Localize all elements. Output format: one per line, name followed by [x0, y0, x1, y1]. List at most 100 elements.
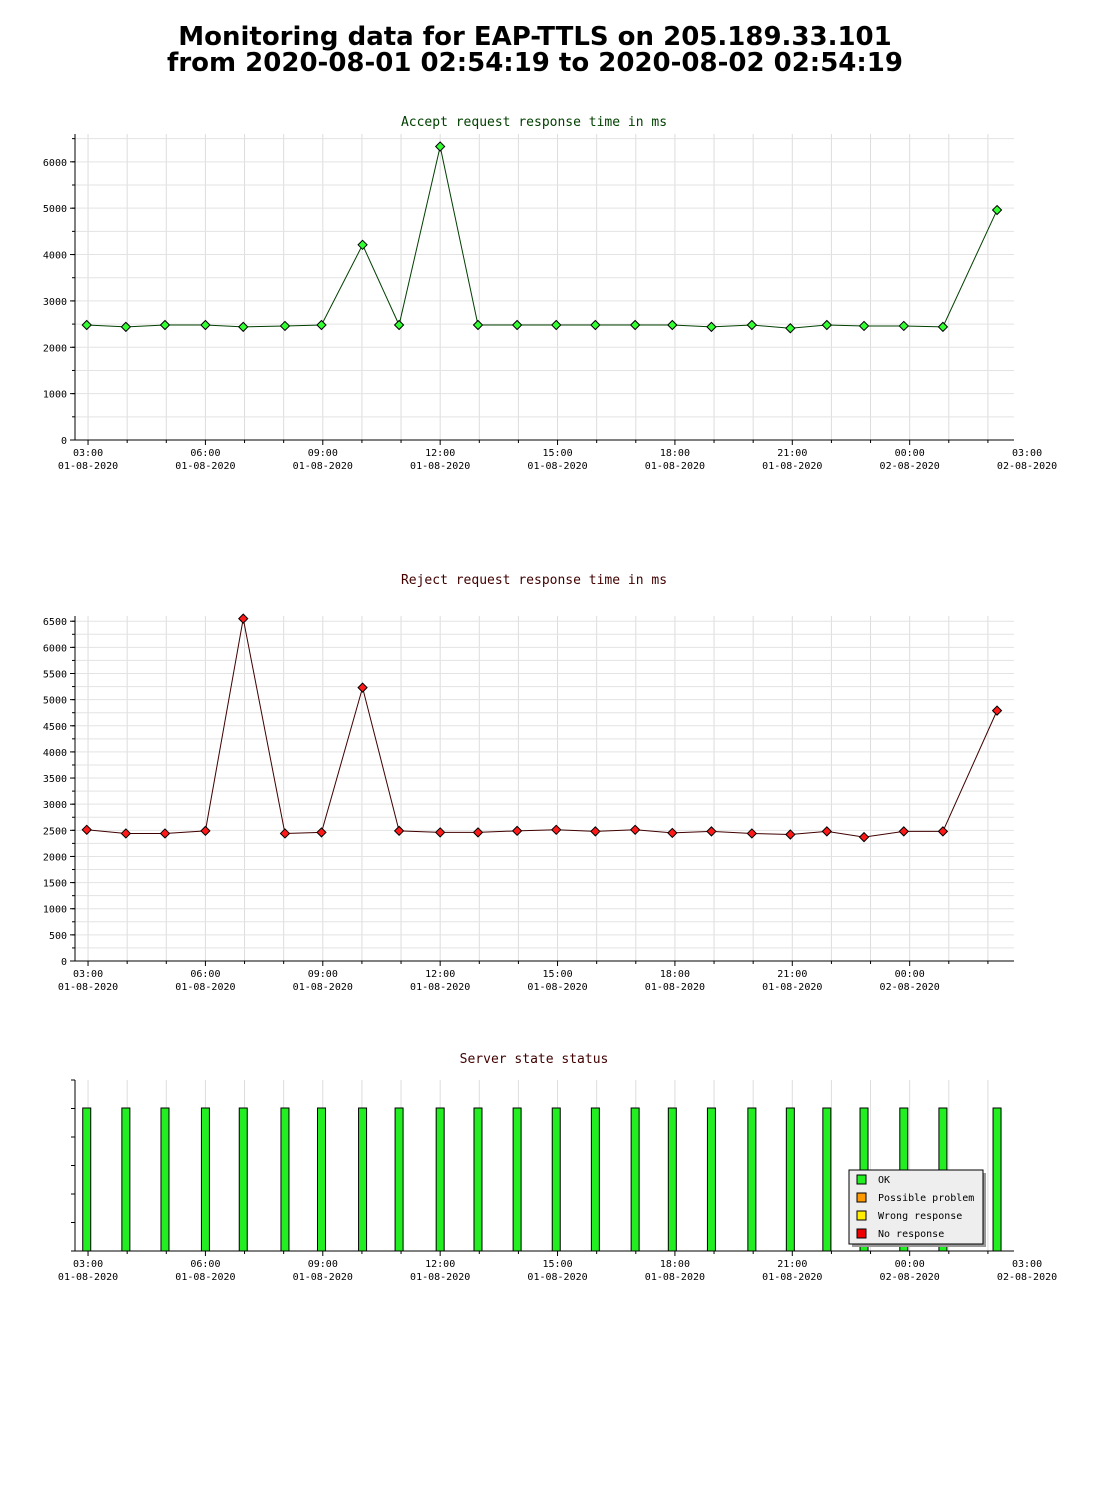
x-tick-label-date: 01-08-2020 [527, 1272, 587, 1283]
data-point [434, 141, 446, 152]
data-point [551, 319, 562, 331]
x-tick-label-date: 01-08-2020 [645, 1272, 705, 1283]
y-tick-label: 4000 [43, 251, 67, 262]
x-tick-label-date: 01-08-2020 [293, 461, 353, 472]
status-bar [82, 1107, 92, 1252]
x-tick-label-time: 18:00 [660, 969, 690, 980]
page-title-line-2: from 2020-08-01 02:54:19 to 2020-08-02 0… [167, 48, 903, 78]
y-tick-label: 3500 [43, 774, 67, 785]
data-point [551, 824, 562, 836]
status-bar [590, 1107, 600, 1252]
status-bar [822, 1107, 832, 1252]
data-point [590, 826, 601, 837]
status-bar [358, 1107, 368, 1252]
data-point [590, 319, 601, 331]
x-tick-label-date: 01-08-2020 [645, 982, 705, 993]
status-bar [280, 1107, 290, 1252]
data-point [785, 829, 796, 840]
data-point [316, 827, 327, 838]
status-bar [747, 1107, 757, 1252]
x-tick-label-time: 12:00 [425, 969, 455, 980]
x-tick-label-date: 01-08-2020 [58, 982, 118, 993]
x-tick-label-time: 12:00 [425, 448, 455, 459]
x-tick-label-date: 01-08-2020 [410, 1272, 470, 1283]
y-tick-label: 1000 [43, 390, 67, 401]
x-tick-label-date: 01-08-2020 [410, 461, 470, 472]
data-point [200, 319, 211, 331]
data-point [279, 320, 291, 332]
x-tick-label-date: 01-08-2020 [762, 461, 822, 472]
status-bar [630, 1107, 640, 1252]
data-point [629, 824, 641, 836]
chart-2: Reject request response time in ms 0 500 10… [43, 573, 1014, 993]
x-tick-label-time: 06:00 [190, 969, 220, 980]
y-tick-label: 2000 [43, 343, 67, 354]
x-tick-label-date: 02-08-2020 [997, 461, 1057, 472]
y-tick-label: 3000 [43, 297, 67, 308]
x-tick-label-time: 15:00 [542, 448, 572, 459]
data-point [238, 613, 249, 624]
data-point [472, 319, 484, 331]
data-point [991, 204, 1003, 216]
data-point [120, 321, 132, 333]
x-tick-label-date: 01-08-2020 [527, 461, 587, 472]
data-point [434, 827, 446, 838]
data-point [937, 321, 949, 333]
y-tick-label: 2500 [43, 826, 67, 837]
status-bar [435, 1107, 445, 1252]
chart-3: Server state status 03:00 01-08-2020 06:00 0… [58, 1052, 1057, 1283]
status-bar [512, 1107, 522, 1252]
x-tick-label-time: 18:00 [660, 1259, 690, 1270]
y-tick-label: 5000 [43, 696, 67, 707]
x-tick-label-time: 21:00 [777, 969, 807, 980]
x-tick-label-date: 02-08-2020 [880, 461, 940, 472]
legend-label: Possible problem [878, 1193, 974, 1204]
chart-title: Server state status [460, 1052, 609, 1067]
chart-title: Accept request response time in ms [401, 115, 667, 130]
x-tick-label-date: 01-08-2020 [293, 982, 353, 993]
x-tick-label-date: 02-08-2020 [997, 1272, 1057, 1283]
y-tick-label: 0 [61, 957, 67, 968]
legend-label: No response [878, 1229, 944, 1240]
data-point [238, 321, 249, 333]
x-tick-label-time: 09:00 [308, 448, 338, 459]
y-tick-label: 5500 [43, 670, 67, 681]
x-tick-label-time: 00:00 [895, 1259, 925, 1270]
data-point [511, 825, 523, 837]
status-bar [160, 1107, 170, 1252]
x-tick-label-time: 00:00 [895, 448, 925, 459]
data-point [937, 826, 949, 837]
x-tick-label-time: 09:00 [308, 969, 338, 980]
legend-label: Wrong response [878, 1211, 962, 1222]
data-point [706, 826, 717, 837]
x-tick-label-date: 01-08-2020 [58, 1272, 118, 1283]
x-tick-label-date: 01-08-2020 [762, 1272, 822, 1283]
x-tick-label-time: 03:00 [73, 969, 103, 980]
status-bar [551, 1107, 561, 1252]
legend-label: OK [878, 1175, 890, 1186]
data-point [629, 319, 641, 331]
data-point [898, 320, 910, 332]
x-tick-label-date: 01-08-2020 [293, 1272, 353, 1283]
data-point [746, 828, 758, 839]
x-tick-label-time: 03:00 [1012, 448, 1042, 459]
x-tick-label-date: 01-08-2020 [762, 982, 822, 993]
data-point [898, 826, 910, 837]
status-bar [473, 1107, 483, 1252]
data-point [991, 705, 1003, 716]
y-tick-label: 3000 [43, 800, 67, 811]
data-point [667, 319, 678, 331]
x-tick-label-date: 02-08-2020 [880, 982, 940, 993]
data-point [785, 323, 796, 334]
x-tick-label-date: 01-08-2020 [645, 461, 705, 472]
y-tick-label: 5000 [43, 204, 67, 215]
x-tick-label-time: 03:00 [1012, 1259, 1042, 1270]
y-tick-label: 4500 [43, 722, 67, 733]
series-line [86, 618, 998, 838]
data-point [821, 319, 833, 331]
x-tick-label-time: 15:00 [542, 969, 572, 980]
y-tick-label: 6000 [43, 158, 67, 169]
data-point [316, 319, 327, 331]
data-point [393, 319, 405, 331]
y-tick-label: 0 [61, 436, 67, 447]
